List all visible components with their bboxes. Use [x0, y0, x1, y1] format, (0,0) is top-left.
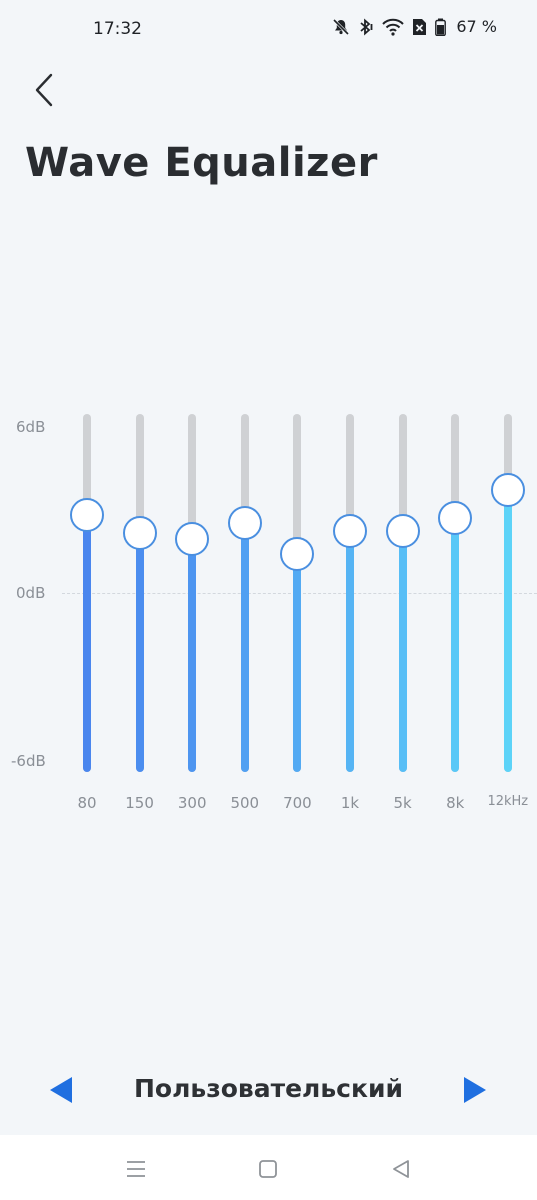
eq-band-slider[interactable] — [172, 414, 212, 772]
db-label-bottom: -6dB — [11, 752, 46, 770]
eq-band-label: 5k — [393, 794, 412, 812]
preset-prev-button[interactable] — [44, 1075, 76, 1105]
sim-off-icon — [412, 18, 427, 36]
page-title: Wave Equalizer — [25, 140, 378, 186]
db-label-top: 6dB — [16, 418, 46, 436]
triangle-left-icon — [50, 1077, 72, 1103]
system-back-button[interactable] — [385, 1153, 417, 1185]
eq-band-label: 1k — [340, 794, 360, 812]
back-button[interactable] — [22, 70, 66, 114]
back-triangle-icon — [393, 1160, 409, 1178]
eq-band-label: 150 — [125, 794, 154, 812]
slider-fill — [188, 537, 197, 772]
eq-band-slider[interactable] — [383, 414, 423, 772]
slider-knob[interactable] — [175, 521, 210, 556]
status-icons: 67 % — [332, 17, 497, 36]
status-bar: 17:32 67 % — [0, 0, 537, 60]
home-button[interactable] — [252, 1153, 284, 1185]
slider-fill — [293, 553, 302, 772]
recent-apps-button[interactable] — [120, 1153, 152, 1185]
eq-band-slider[interactable] — [277, 414, 317, 772]
slider-knob[interactable] — [438, 500, 473, 535]
slider-fill — [83, 514, 91, 772]
slider-knob[interactable] — [385, 513, 420, 548]
slider-fill — [240, 522, 249, 772]
slider-knob[interactable] — [227, 506, 262, 541]
eq-band-label: 80 — [77, 794, 97, 812]
eq-band-slider[interactable] — [488, 414, 528, 772]
eq-band-label: 300 — [177, 794, 207, 812]
equalizer: 6dB 0dB -6dB 80 150 300 500 700 1k 5k 8k 12kHz — [0, 380, 537, 820]
slider-knob[interactable] — [280, 537, 315, 572]
eq-band-label: 500 — [230, 794, 260, 812]
wifi-icon — [382, 18, 405, 36]
battery-percent: 67 % — [456, 17, 497, 36]
slider-fill — [398, 529, 407, 772]
slider-knob[interactable] — [70, 498, 104, 533]
menu-icon — [127, 1161, 145, 1177]
db-label-zero: 0dB — [16, 584, 46, 602]
triangle-right-icon — [464, 1077, 486, 1103]
eq-band-slider[interactable] — [67, 414, 107, 772]
preset-selector: Пользовательский — [0, 1062, 537, 1118]
eq-band-slider[interactable] — [330, 414, 370, 772]
battery-icon — [435, 18, 447, 36]
eq-band-label: 700 — [283, 794, 312, 812]
slider-knob[interactable] — [333, 513, 367, 548]
navigation-bar — [0, 1135, 537, 1200]
eq-band-slider[interactable] — [120, 414, 160, 772]
home-icon — [259, 1160, 277, 1178]
bluetooth-icon — [358, 18, 374, 36]
status-time: 17:32 — [93, 19, 142, 39]
slider-fill — [346, 529, 354, 772]
preset-name: Пользовательский — [134, 1074, 403, 1103]
eq-band-label: 12kHz — [487, 794, 529, 809]
preset-next-button[interactable] — [460, 1075, 492, 1105]
chevron-left-icon — [32, 72, 56, 112]
slider-fill — [503, 488, 512, 772]
slider-fill — [451, 516, 460, 772]
slider-fill — [135, 532, 144, 772]
slider-knob[interactable] — [490, 472, 525, 507]
eq-band-slider[interactable] — [435, 414, 475, 772]
eq-band-slider[interactable] — [225, 414, 265, 772]
slider-knob[interactable] — [122, 516, 157, 551]
bell-off-icon — [332, 18, 350, 36]
eq-band-label: 8k — [446, 794, 465, 812]
